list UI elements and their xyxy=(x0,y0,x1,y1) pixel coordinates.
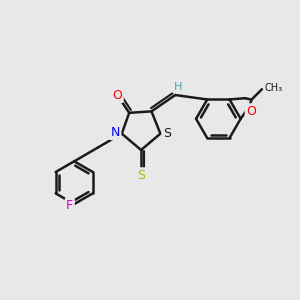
Text: H: H xyxy=(174,82,182,92)
Text: O: O xyxy=(112,88,122,101)
Text: S: S xyxy=(137,169,145,182)
Text: F: F xyxy=(66,199,73,212)
Text: N: N xyxy=(110,126,120,139)
Text: O: O xyxy=(246,105,256,118)
Text: CH₃: CH₃ xyxy=(264,83,282,93)
Text: S: S xyxy=(163,127,171,140)
